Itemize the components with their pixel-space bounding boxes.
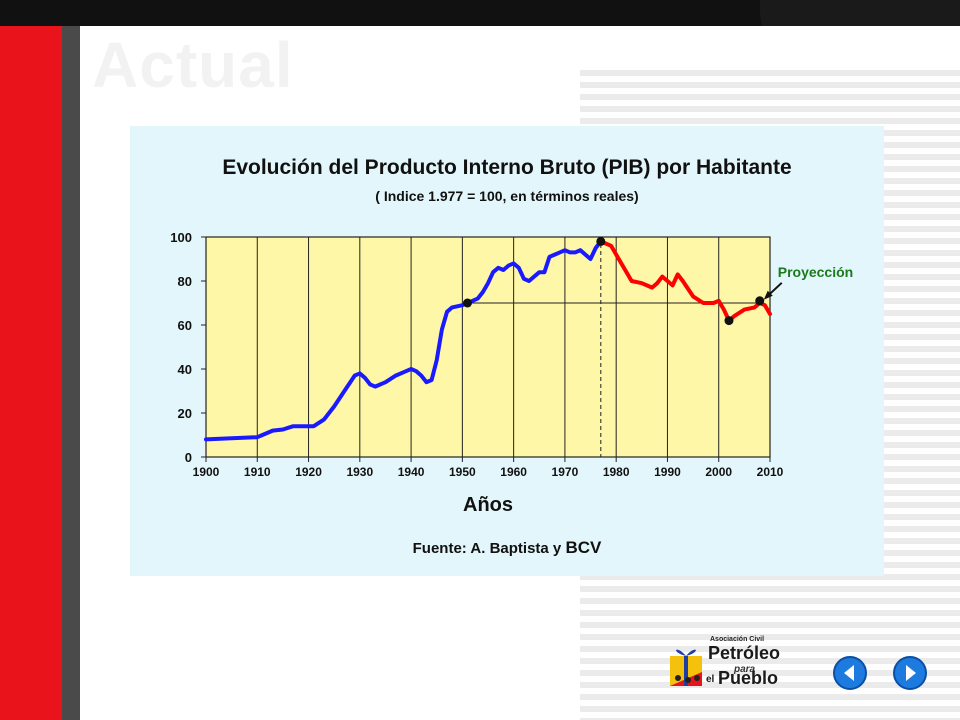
source-prefix: Fuente: A. Baptista y xyxy=(412,540,566,557)
line-chart: 1900 1910 1920 1930 1940 1950 1960 1970 1980 1990… xyxy=(170,230,853,516)
y-tick-label: 80 xyxy=(178,274,192,289)
projection-annotation: Proyección xyxy=(778,264,853,280)
y-tick-label: 40 xyxy=(178,362,192,377)
ghost-slide-title: Actual xyxy=(92,29,294,101)
gray-side-strip xyxy=(62,26,80,720)
logo-para-text: para xyxy=(734,664,756,675)
x-tick-label: 1930 xyxy=(346,465,373,479)
x-tick-label: 1990 xyxy=(654,465,681,479)
annotation-arrow-head xyxy=(763,290,773,300)
data-point-marker xyxy=(724,316,734,326)
x-tick-label: 1980 xyxy=(603,465,630,479)
chart-title: Evolución del Producto Interno Bruto (PI… xyxy=(222,156,792,179)
x-tick-label: 1920 xyxy=(295,465,322,479)
data-point-marker xyxy=(755,296,765,306)
logo-el-text: el xyxy=(706,674,715,685)
right-arrow-icon xyxy=(906,665,916,681)
chart-source: Fuente: A. Baptista y BCV xyxy=(130,538,884,558)
data-point-marker xyxy=(596,236,606,246)
chart-panel: Evolución del Producto Interno Bruto (PI… xyxy=(130,126,884,576)
chart-subtitle: ( Indice 1.977 = 100, en términos reales… xyxy=(375,188,639,204)
next-slide-button[interactable] xyxy=(893,656,927,690)
source-suffix: BCV xyxy=(565,538,602,557)
plot-area xyxy=(205,236,771,458)
logo-pueblo-text: Pueblo xyxy=(718,668,779,688)
series-line-2 xyxy=(598,239,772,323)
y-tick-label: 0 xyxy=(185,450,192,465)
x-tick-label: 1940 xyxy=(398,465,425,479)
y-tick-label: 100 xyxy=(170,230,192,245)
x-tick-label: 2010 xyxy=(757,465,784,479)
x-tick-label: 1960 xyxy=(500,465,527,479)
y-tick-label: 20 xyxy=(178,406,192,421)
x-tick-label: 1900 xyxy=(193,465,220,479)
x-tick-label: 2000 xyxy=(705,465,732,479)
x-tick-label: 1910 xyxy=(244,465,271,479)
series-line-1 xyxy=(204,239,603,442)
logo-small-text: Asociación Civil xyxy=(710,636,765,643)
x-tick-label: 1950 xyxy=(449,465,476,479)
petroleo-para-el-pueblo-logo: Asociación Civil Petróleo para el Pueblo xyxy=(668,636,816,692)
x-axis-label: Años xyxy=(463,494,513,516)
previous-slide-button[interactable] xyxy=(833,656,867,690)
data-point-marker xyxy=(462,298,472,308)
y-tick-label: 60 xyxy=(178,318,192,333)
gift-box-icon xyxy=(670,649,702,686)
logo-main-text: Petróleo xyxy=(708,643,781,663)
x-tick-label: 1970 xyxy=(552,465,579,479)
left-arrow-icon xyxy=(844,665,854,681)
red-side-strip xyxy=(0,26,62,720)
